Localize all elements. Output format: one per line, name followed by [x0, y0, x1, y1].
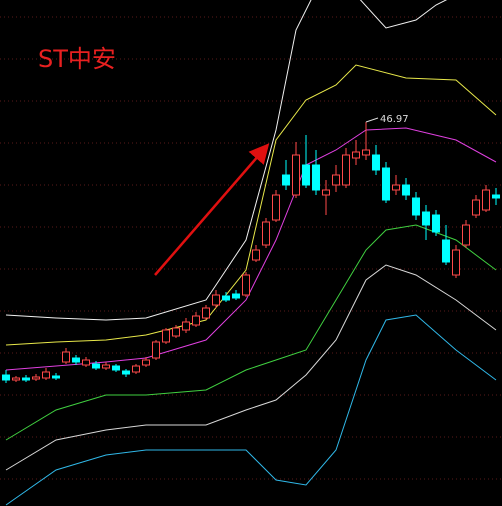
candle-body — [272, 194, 280, 221]
candle-body — [232, 293, 240, 299]
candle-body — [342, 154, 350, 186]
candle-body — [312, 164, 320, 191]
band-line — [5, 0, 448, 321]
candle-body — [452, 249, 460, 276]
candle-body — [402, 184, 410, 196]
candle-body — [32, 376, 40, 380]
candle-body — [442, 239, 450, 263]
candle-body — [322, 189, 330, 196]
candle-body — [172, 327, 180, 337]
candle-body — [492, 194, 500, 199]
candle-body — [202, 307, 210, 319]
candle-body — [282, 174, 290, 186]
candle-body — [152, 341, 160, 359]
candle-body — [162, 329, 170, 343]
candle-body — [42, 371, 50, 379]
candle-body — [412, 197, 420, 216]
candle-body — [182, 321, 190, 331]
candle-body — [62, 351, 70, 363]
candle-body — [112, 365, 120, 371]
band-line — [5, 224, 497, 441]
candle-body — [382, 167, 390, 201]
candle-body — [212, 294, 220, 306]
band-line — [5, 314, 497, 506]
candle-body — [142, 359, 150, 366]
candle-body — [372, 154, 380, 171]
candle-body — [462, 224, 470, 246]
candle-body — [432, 214, 440, 233]
candle-body — [92, 363, 100, 369]
candle-body — [302, 164, 310, 186]
candle-body — [122, 370, 130, 375]
high-annotation: 46.97 — [380, 114, 409, 125]
candle-body — [242, 274, 250, 296]
candle-body — [352, 151, 360, 159]
trend-arrow — [154, 143, 270, 276]
candle-body — [362, 149, 370, 156]
candle-body — [292, 154, 300, 196]
candle-body — [472, 199, 480, 216]
candle-body — [132, 365, 140, 373]
candle-body — [392, 184, 400, 191]
candle-body — [222, 295, 230, 301]
candle-body — [2, 374, 10, 381]
candle-body — [72, 357, 80, 363]
candle-body — [422, 211, 430, 226]
candle-body — [102, 364, 110, 369]
candle-body — [52, 375, 60, 379]
candle-body — [482, 189, 490, 211]
candle-body — [262, 221, 270, 246]
band-line — [5, 64, 497, 346]
candle-body — [332, 174, 340, 186]
candle-body — [22, 377, 30, 381]
annotation-pointer — [365, 117, 379, 123]
chart-title: ST中安 — [38, 45, 116, 73]
candle-body — [252, 249, 260, 261]
candle-body — [82, 359, 90, 366]
candle-body — [12, 377, 20, 381]
band-line — [5, 264, 497, 471]
candle-body — [192, 315, 200, 326]
